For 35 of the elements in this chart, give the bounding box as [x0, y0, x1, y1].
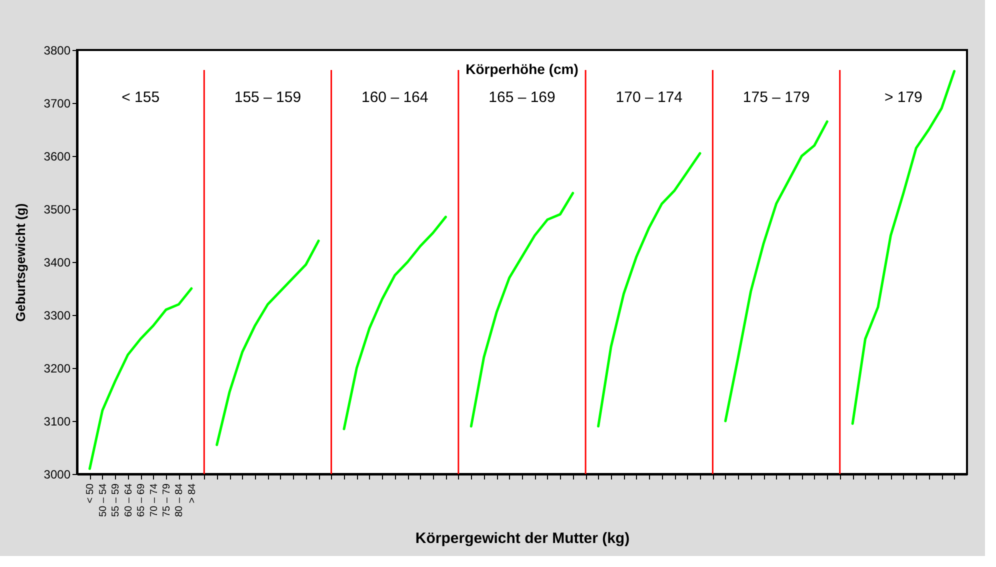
- annotation: 165 – 169: [488, 89, 556, 106]
- y-axis-title: Geburtsgewicht (g): [12, 203, 28, 322]
- y-tick-label: 3700: [44, 96, 71, 110]
- line-series: [724, 120, 828, 422]
- annotation: > 179: [884, 89, 922, 106]
- annotation: 155 – 159: [234, 89, 302, 106]
- annotation: < 155: [122, 89, 160, 106]
- x-tick-label: < 50: [85, 483, 96, 504]
- x-tick-label: 80 – 84: [174, 483, 186, 517]
- x-tick-label: > 84: [186, 483, 198, 504]
- x-tick-label: 70 – 74: [148, 483, 160, 517]
- y-tick-label: 3100: [44, 414, 71, 428]
- line-series: [851, 70, 956, 425]
- annotation: 170 – 174: [616, 89, 683, 106]
- x-tick-label: 50 – 54: [98, 483, 109, 517]
- x-tick-label: 55 – 59: [110, 483, 122, 517]
- line-series: [342, 216, 447, 430]
- y-tick-label: 3600: [44, 150, 71, 164]
- y-tick-label: 3000: [44, 468, 71, 482]
- line-series: [597, 152, 702, 428]
- x-tick-label: 65 – 69: [136, 483, 148, 517]
- annotation: 175 – 179: [742, 89, 810, 106]
- line-series: [470, 192, 574, 428]
- y-tick-label: 3200: [44, 362, 71, 376]
- y-tick-label: 3300: [44, 308, 71, 322]
- line-series: [88, 287, 193, 470]
- legend-title: Körperhöhe (cm): [466, 61, 578, 77]
- x-axis-title: Körpergewicht der Mutter (kg): [415, 530, 630, 547]
- y-tick-label: 3500: [44, 202, 71, 216]
- x-tick-label: 60 – 64: [123, 483, 134, 517]
- x-tick-label: 75 – 79: [162, 483, 172, 517]
- annotation: 160 – 164: [361, 89, 428, 106]
- y-tick-label: 3400: [44, 256, 71, 270]
- line-series: [216, 240, 320, 446]
- y-tick-label: 3800: [44, 44, 71, 58]
